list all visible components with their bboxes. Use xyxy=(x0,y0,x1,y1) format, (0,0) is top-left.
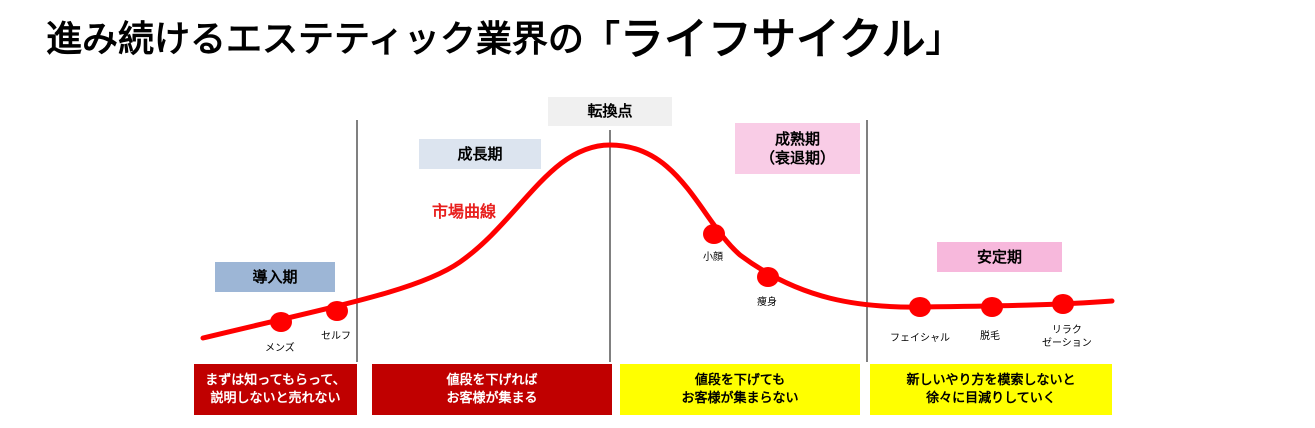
intro-stage-label: 導入期 xyxy=(215,262,335,292)
intro-message-box: まずは知ってもらって、 説明しないと売れない xyxy=(194,364,357,415)
curve-point-relaxation xyxy=(1052,294,1074,314)
curve-point-facial xyxy=(909,297,931,317)
stable-stage-label: 安定期 xyxy=(937,242,1062,272)
turning-point-label: 転換点 xyxy=(548,97,672,126)
curve-point-slimming xyxy=(757,267,779,287)
point-label-small-face: 小顔 xyxy=(703,252,723,263)
curve-point-small-face xyxy=(703,224,725,244)
mature-message-box: 値段を下げても お客様が集まらない xyxy=(620,364,860,415)
curve-point-self xyxy=(326,301,348,321)
point-label-self: セルフ xyxy=(321,331,351,342)
mature-stage-label: 成熟期 （衰退期） xyxy=(735,123,860,174)
point-label-relaxation: リラク ゼーション xyxy=(1042,325,1092,349)
market-curve xyxy=(200,142,1115,341)
curve-point-hair-removal xyxy=(981,297,1003,317)
point-label-hair-removal: 脱毛 xyxy=(980,331,1000,342)
point-label-facial: フェイシャル xyxy=(890,333,950,344)
point-label-mens: メンズ xyxy=(265,343,295,354)
stable-message-box: 新しいやり方を模索しないと 徐々に目減りしていく xyxy=(870,364,1112,415)
curve-point-mens xyxy=(270,312,292,332)
growth-message-box: 値段を下げれば お客様が集まる xyxy=(372,364,612,415)
page-title: 進み続けるエステティック業界の「ライフサイクル」 xyxy=(46,14,962,65)
market-curve-label: 市場曲線 xyxy=(432,202,497,221)
growth-stage-label: 成長期 xyxy=(419,139,541,169)
point-label-slimming: 痩身 xyxy=(757,297,777,308)
